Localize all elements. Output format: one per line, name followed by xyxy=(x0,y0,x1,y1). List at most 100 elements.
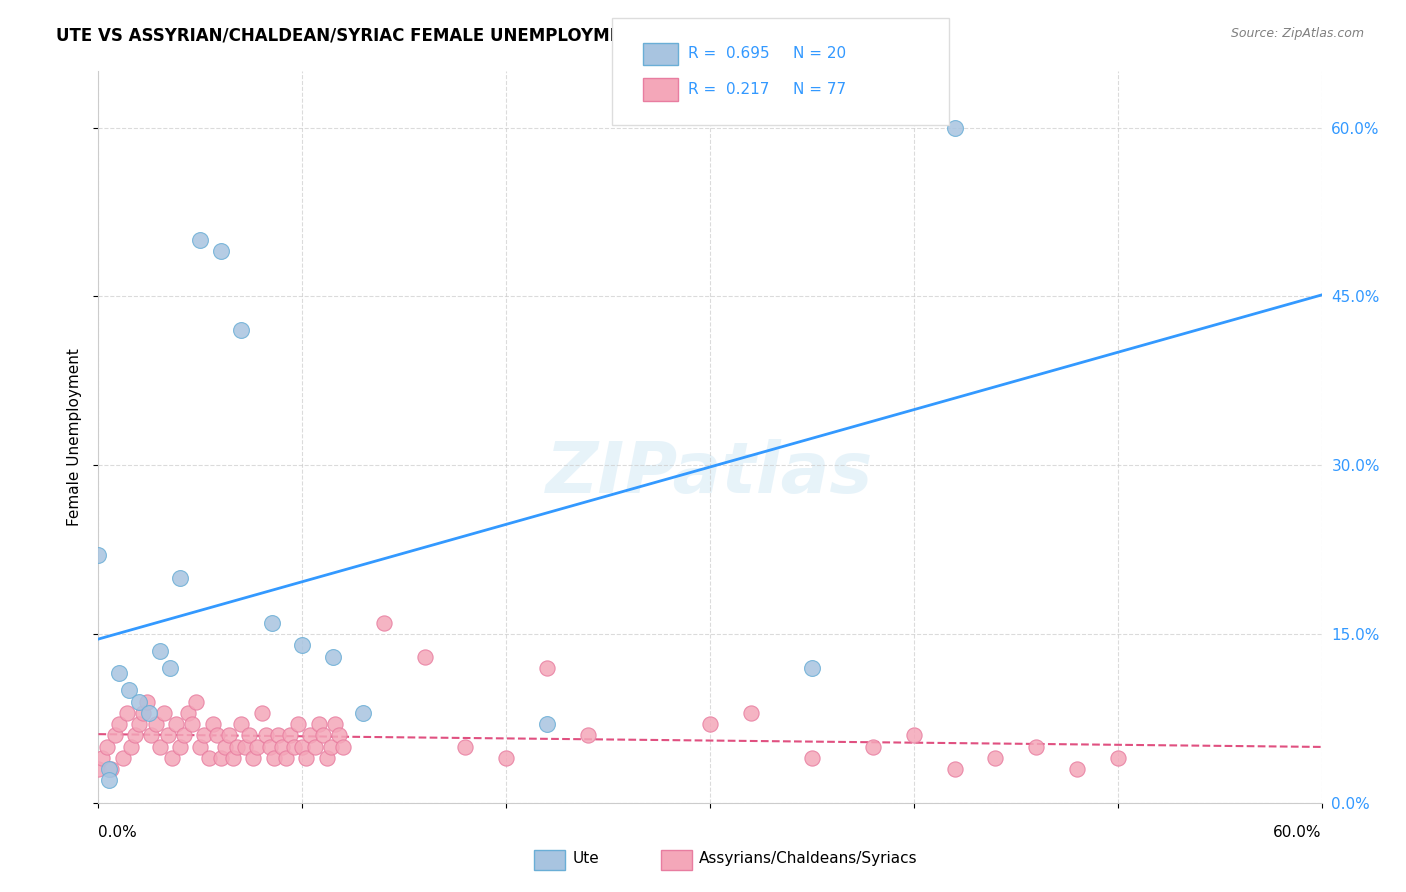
Text: Ute: Ute xyxy=(572,852,599,866)
Point xyxy=(188,739,212,754)
Point xyxy=(209,244,232,259)
Point xyxy=(97,762,120,776)
Point xyxy=(295,751,318,765)
Point xyxy=(145,717,167,731)
Point xyxy=(238,728,260,742)
Point xyxy=(454,739,477,754)
Text: N = 20: N = 20 xyxy=(793,46,846,61)
Point xyxy=(254,728,277,742)
Point xyxy=(1066,762,1088,776)
Point xyxy=(159,661,181,675)
Point xyxy=(328,728,350,742)
Point xyxy=(304,739,326,754)
Point xyxy=(186,694,208,708)
Point xyxy=(312,728,335,742)
Point xyxy=(197,751,219,765)
Point xyxy=(108,666,131,681)
Point xyxy=(801,661,824,675)
Point xyxy=(132,706,155,720)
Point xyxy=(97,773,120,788)
Point xyxy=(287,717,309,731)
Point xyxy=(352,706,374,720)
Point xyxy=(323,717,346,731)
Y-axis label: Female Unemployment: Female Unemployment xyxy=(67,348,83,526)
Point xyxy=(231,717,253,731)
Point xyxy=(278,728,301,742)
Point xyxy=(169,571,191,585)
Point xyxy=(165,717,187,731)
Text: N = 77: N = 77 xyxy=(793,82,846,96)
Point xyxy=(495,751,517,765)
Point xyxy=(214,739,236,754)
Point xyxy=(138,706,160,720)
Text: Assyrians/Chaldeans/Syriacs: Assyrians/Chaldeans/Syriacs xyxy=(699,852,917,866)
Point xyxy=(100,762,122,776)
Point xyxy=(205,728,228,742)
Point xyxy=(149,739,172,754)
Point xyxy=(209,751,232,765)
Point xyxy=(136,694,159,708)
Point xyxy=(188,233,212,247)
Point xyxy=(259,739,281,754)
Point xyxy=(536,661,558,675)
Point xyxy=(984,751,1007,765)
Text: R =  0.695: R = 0.695 xyxy=(688,46,769,61)
Point xyxy=(319,739,342,754)
Point xyxy=(226,739,249,754)
Point xyxy=(111,751,134,765)
Point xyxy=(1025,739,1047,754)
Point xyxy=(263,751,285,765)
Point xyxy=(413,649,436,664)
Point xyxy=(124,728,146,742)
Point xyxy=(104,728,127,742)
Point xyxy=(181,717,204,731)
Text: ZIPatlas: ZIPatlas xyxy=(547,439,873,508)
Point xyxy=(160,751,183,765)
Point xyxy=(96,739,118,754)
Point xyxy=(87,548,110,562)
Point xyxy=(862,739,884,754)
Point xyxy=(283,739,305,754)
Point xyxy=(128,694,150,708)
Point xyxy=(943,762,966,776)
Point xyxy=(270,739,294,754)
Point xyxy=(120,739,142,754)
Point xyxy=(115,706,138,720)
Point xyxy=(91,751,114,765)
Point xyxy=(149,644,172,658)
Point xyxy=(250,706,273,720)
Point xyxy=(218,728,240,742)
Point xyxy=(291,739,314,754)
Point xyxy=(740,706,762,720)
Text: Source: ZipAtlas.com: Source: ZipAtlas.com xyxy=(1230,27,1364,40)
Text: 60.0%: 60.0% xyxy=(1274,825,1322,839)
Point xyxy=(231,323,253,337)
Point xyxy=(118,683,141,698)
Point xyxy=(156,728,179,742)
Point xyxy=(332,739,354,754)
Point xyxy=(169,739,191,754)
Point xyxy=(193,728,215,742)
Point xyxy=(233,739,256,754)
Point xyxy=(87,762,110,776)
Point xyxy=(801,751,824,765)
Point xyxy=(903,728,925,742)
Point xyxy=(291,638,314,652)
Point xyxy=(108,717,131,731)
Point xyxy=(222,751,245,765)
Point xyxy=(699,717,721,731)
Text: 0.0%: 0.0% xyxy=(98,825,138,839)
Point xyxy=(373,615,395,630)
Point xyxy=(308,717,330,731)
Point xyxy=(128,717,150,731)
Point xyxy=(177,706,200,720)
Point xyxy=(152,706,174,720)
Point xyxy=(1107,751,1129,765)
Point xyxy=(322,649,344,664)
Point xyxy=(267,728,290,742)
Text: R =  0.217: R = 0.217 xyxy=(688,82,769,96)
Text: UTE VS ASSYRIAN/CHALDEAN/SYRIAC FEMALE UNEMPLOYMENT CORRELATION CHART: UTE VS ASSYRIAN/CHALDEAN/SYRIAC FEMALE U… xyxy=(56,27,852,45)
Point xyxy=(274,751,297,765)
Point xyxy=(246,739,269,754)
Point xyxy=(201,717,224,731)
